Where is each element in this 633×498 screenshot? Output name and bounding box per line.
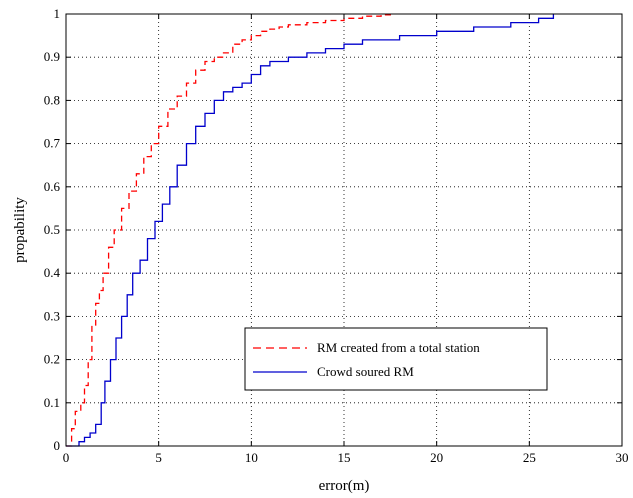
x-axis-label: error(m) [319,478,370,494]
y-tick-label: 1 [54,6,61,21]
x-tick-label: 25 [523,450,536,465]
grid-lines [66,14,622,446]
x-tick-label: 20 [430,450,443,465]
series-lines [66,14,555,447]
y-tick-label: 0.3 [44,308,60,323]
legend-label-crowd-sourced: Crowd soured RM [317,364,414,379]
y-tick-label: 0.6 [44,179,61,194]
y-tick-label: 0.9 [44,49,60,64]
legend-label-total-station: RM created from a total station [317,340,480,355]
x-tick-label: 10 [245,450,258,465]
x-tick-label: 30 [616,450,629,465]
y-tick-label: 0.2 [44,352,60,367]
x-tick-label: 5 [155,450,162,465]
y-tick-label: 0.8 [44,92,60,107]
axis-ticks: 0 5 10 15 20 25 30 0 0.1 0.2 0.3 0.4 0.5 0.6 0.7 0.8 0.9… [44,6,629,465]
y-tick-label: 0.7 [44,136,61,151]
y-tick-label: 0 [54,438,61,453]
x-tick-label: 0 [63,450,70,465]
y-tick-label: 0.4 [44,265,61,280]
series-line-1 [66,14,555,447]
y-tick-label: 0.1 [44,395,60,410]
x-tick-label: 15 [338,450,351,465]
y-axis-label: propability [12,197,28,263]
y-tick-label: 0.5 [44,222,60,237]
legend-box [244,327,548,391]
legend: RM created from a total station Crowd so… [244,327,548,391]
series-line-0 [66,14,391,447]
